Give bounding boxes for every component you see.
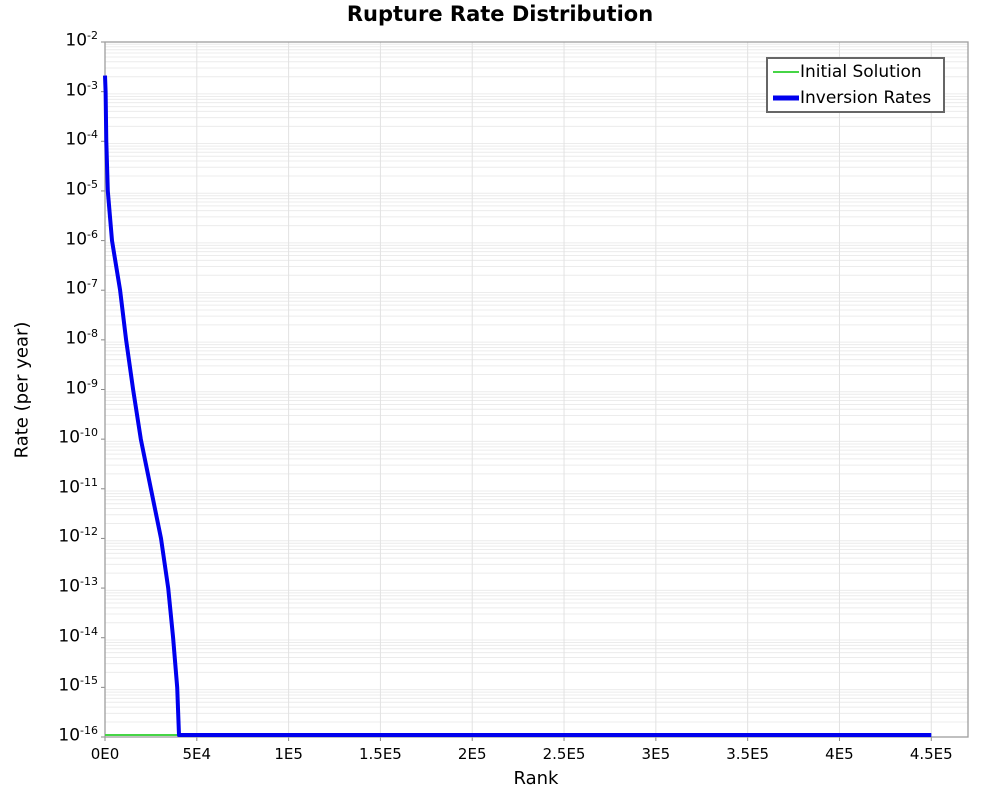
legend: Initial Solution Inversion Rates bbox=[766, 57, 945, 113]
chart-title: Rupture Rate Distribution bbox=[346, 2, 654, 26]
y-tick-label: 10-10 bbox=[58, 426, 98, 448]
y-tick-label: 10-13 bbox=[58, 575, 98, 597]
legend-item-initial-solution: Initial Solution bbox=[768, 59, 943, 85]
x-tick-label: 1.5E5 bbox=[358, 745, 402, 763]
x-tick-label: 0E0 bbox=[90, 745, 120, 763]
legend-label-inversion-rates: Inversion Rates bbox=[800, 88, 932, 108]
legend-label-initial-solution: Initial Solution bbox=[800, 62, 922, 82]
y-tick-label: 10-3 bbox=[65, 78, 98, 101]
y-tick-label: 10-12 bbox=[58, 525, 98, 548]
y-tick-label: 10-7 bbox=[65, 277, 98, 299]
y-tick-label: 10-8 bbox=[65, 326, 98, 349]
legend-item-inversion-rates: Inversion Rates bbox=[768, 85, 943, 111]
y-tick-label: 10-11 bbox=[58, 475, 98, 498]
y-tick-label: 10-2 bbox=[65, 29, 98, 51]
x-tick-label: 4.5E5 bbox=[909, 745, 953, 763]
y-axis-label: Rate (per year) bbox=[11, 321, 33, 459]
y-tick-label: 10-15 bbox=[58, 674, 98, 696]
legend-line-sample-inversion bbox=[773, 95, 799, 101]
y-tick-label: 10-6 bbox=[65, 227, 98, 250]
series-inversion-rates bbox=[103, 75, 932, 737]
legend-line-sample-initial bbox=[773, 71, 799, 73]
y-tick-label: 10-9 bbox=[65, 376, 98, 399]
y-tick-label: 10-4 bbox=[65, 128, 98, 150]
x-tick-label: 4E5 bbox=[825, 745, 854, 763]
x-tick-label: 3E5 bbox=[641, 745, 671, 763]
x-tick-label: 3.5E5 bbox=[726, 745, 770, 763]
x-tick-label: 5E4 bbox=[182, 745, 212, 763]
x-tick-label: 2.5E5 bbox=[542, 745, 586, 763]
y-tick-label: 10-5 bbox=[65, 177, 98, 200]
x-tick-label: 2E5 bbox=[457, 745, 487, 763]
y-tick-label: 10-16 bbox=[58, 724, 98, 746]
x-tick-label: 1E5 bbox=[274, 745, 303, 763]
y-tick-label: 10-14 bbox=[58, 624, 98, 647]
x-axis-label: Rank bbox=[513, 768, 559, 789]
